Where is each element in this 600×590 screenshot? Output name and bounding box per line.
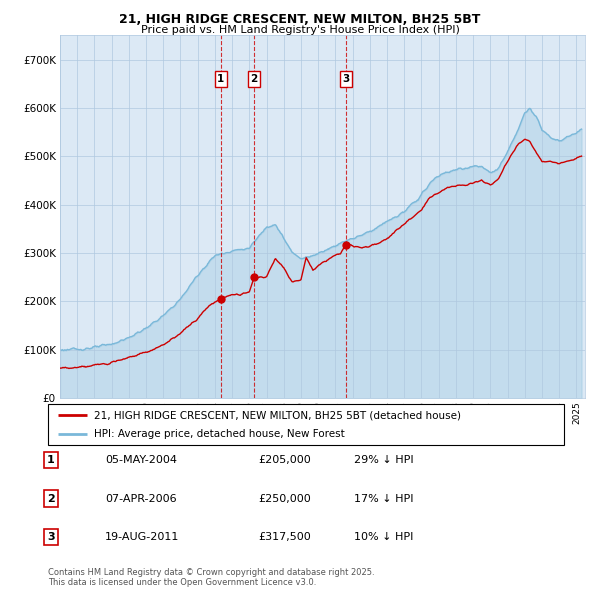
Text: This data is licensed under the Open Government Licence v3.0.: This data is licensed under the Open Gov… [48, 578, 316, 587]
Text: 19-AUG-2011: 19-AUG-2011 [105, 532, 179, 542]
Text: 1: 1 [217, 74, 224, 84]
Text: 3: 3 [47, 532, 55, 542]
Text: 17% ↓ HPI: 17% ↓ HPI [354, 494, 413, 503]
Text: Contains HM Land Registry data © Crown copyright and database right 2025.: Contains HM Land Registry data © Crown c… [48, 568, 374, 576]
Text: 1: 1 [47, 455, 55, 465]
Text: £317,500: £317,500 [258, 532, 311, 542]
Text: Price paid vs. HM Land Registry's House Price Index (HPI): Price paid vs. HM Land Registry's House … [140, 25, 460, 35]
Text: 05-MAY-2004: 05-MAY-2004 [105, 455, 177, 465]
Text: 21, HIGH RIDGE CRESCENT, NEW MILTON, BH25 5BT (detached house): 21, HIGH RIDGE CRESCENT, NEW MILTON, BH2… [94, 410, 461, 420]
Text: £205,000: £205,000 [258, 455, 311, 465]
FancyBboxPatch shape [48, 404, 564, 445]
Text: 21, HIGH RIDGE CRESCENT, NEW MILTON, BH25 5BT: 21, HIGH RIDGE CRESCENT, NEW MILTON, BH2… [119, 13, 481, 26]
Text: 07-APR-2006: 07-APR-2006 [105, 494, 176, 503]
Text: 2: 2 [47, 494, 55, 503]
Text: 2: 2 [250, 74, 257, 84]
Text: £250,000: £250,000 [258, 494, 311, 503]
Text: 29% ↓ HPI: 29% ↓ HPI [354, 455, 413, 465]
Text: 10% ↓ HPI: 10% ↓ HPI [354, 532, 413, 542]
Text: HPI: Average price, detached house, New Forest: HPI: Average price, detached house, New … [94, 430, 345, 440]
Text: 3: 3 [343, 74, 350, 84]
